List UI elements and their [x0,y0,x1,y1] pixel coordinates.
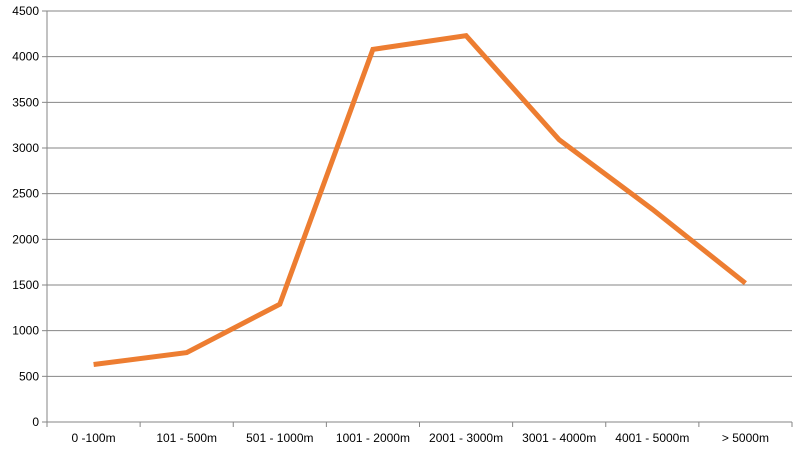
y-tick-label: 4500 [12,4,39,18]
y-axis-tick-labels: 0 500 1000 1500 2000 2500 3000 3500 4000 4500 [12,4,39,429]
x-tick-label: 0 -100m [72,431,116,445]
x-tick-label: 1001 - 2000m [336,431,410,445]
y-tick-label: 3000 [12,141,39,155]
x-tick-label: 4001 - 5000m [615,431,689,445]
x-axis-tick-labels: 0 -100m 101 - 500m 501 - 1000m 1001 - 2000m… [72,431,769,445]
series-line-0 [93,33,747,367]
y-tick-label: 1000 [12,324,39,338]
x-tick-label: 501 - 1000m [246,431,313,445]
y-tick-label: 500 [19,369,39,383]
series-layer [93,33,747,367]
y-tick-label: 2000 [12,232,39,246]
x-tick-label: 3001 - 4000m [522,431,596,445]
y-tick-label: 3500 [12,95,39,109]
y-tick-label: 0 [32,415,39,429]
x-tick-label: > 5000m [722,431,769,445]
gridlines [47,10,792,377]
y-tick-label: 4000 [12,50,39,64]
y-tick-label: 1500 [12,278,39,292]
y-tick-label: 2500 [12,187,39,201]
x-tick-label: 101 - 500m [156,431,217,445]
axes [42,10,793,427]
x-tick-label: 2001 - 3000m [429,431,503,445]
